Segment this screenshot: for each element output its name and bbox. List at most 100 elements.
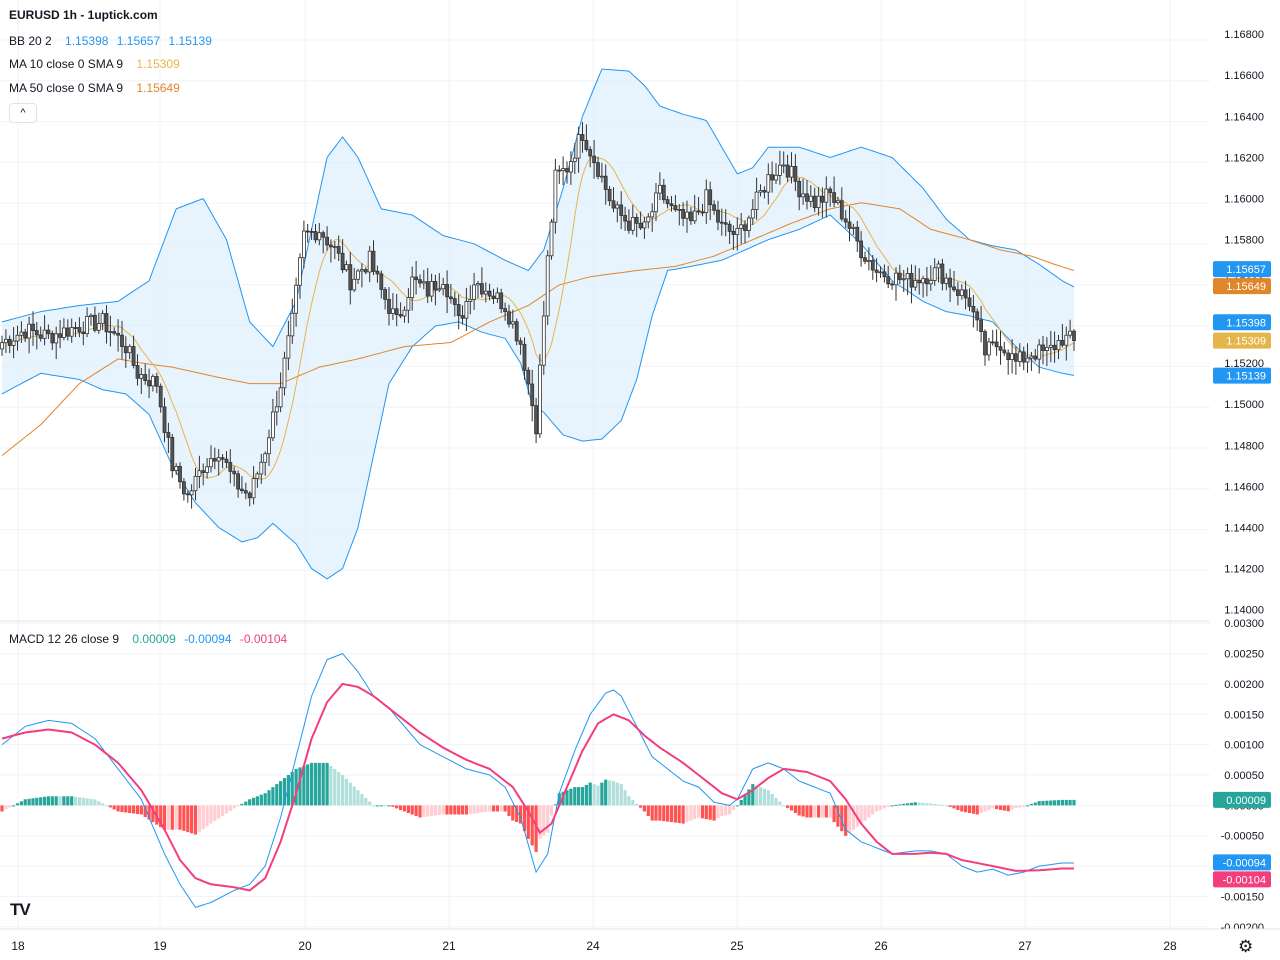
candle: [646, 216, 651, 223]
macd-hist-bar: [906, 803, 910, 806]
candle: [1072, 330, 1076, 342]
candle: [239, 488, 244, 492]
macd-hist-bar: [673, 805, 677, 823]
macd-hist-bar: [782, 805, 786, 807]
candles: [0, 122, 1076, 509]
macd-hist-bar: [840, 805, 844, 832]
candle: [774, 174, 778, 181]
macd-hist-bar: [573, 787, 577, 806]
candle: [220, 457, 225, 460]
macd-hist-bar: [464, 805, 468, 815]
macd-hist-bar: [85, 798, 89, 806]
macd-hist-bar: [929, 803, 933, 806]
macd-hist-bar: [333, 768, 337, 806]
candle: [425, 281, 430, 297]
candle: [38, 334, 43, 339]
macd-tag-bg: [1213, 791, 1271, 808]
candle: [383, 289, 388, 300]
candle: [332, 246, 337, 248]
candle: [406, 297, 411, 311]
ma10-legend[interactable]: MA 10 close 0 SMA 9 1.15309: [9, 56, 185, 72]
candle: [421, 281, 426, 284]
candle: [747, 217, 751, 232]
candle: [54, 333, 59, 344]
macd-hist-bar: [925, 803, 929, 806]
macd-hist-bar: [1041, 800, 1045, 806]
macd-legend[interactable]: MACD 12 26 close 9 0.00009 -0.00094 -0.0…: [9, 631, 292, 647]
macd-hist-bar: [399, 805, 403, 810]
candle: [754, 191, 759, 210]
macd-tick-label: -0.00150: [1221, 891, 1264, 903]
macd-hist-bar: [851, 805, 855, 830]
candle: [429, 280, 434, 297]
gear-icon[interactable]: ⚙: [1238, 937, 1254, 956]
candle: [348, 264, 353, 291]
macd-hist-bar: [584, 784, 588, 806]
macd-hist-bar: [290, 772, 294, 806]
candle: [719, 221, 724, 224]
bb-legend[interactable]: BB 20 2 1.15398 1.15657 1.15139: [9, 33, 217, 49]
candle: [418, 279, 422, 284]
macd-hist-bar: [519, 805, 523, 824]
macd-hist-bar: [886, 805, 890, 807]
macd-hist-bar: [546, 805, 550, 833]
candle: [112, 331, 117, 334]
ma50-legend[interactable]: MA 50 close 0 SMA 9 1.15649: [9, 80, 185, 96]
macd-hist-bar: [279, 781, 283, 806]
candle: [464, 301, 469, 319]
macd-hist-bar: [294, 768, 298, 806]
candle: [1068, 330, 1072, 336]
candle: [534, 405, 538, 435]
macd-hist-bar: [170, 805, 174, 830]
candle: [267, 437, 271, 455]
macd-hist-bar: [190, 805, 194, 834]
macd-hist-bar: [716, 805, 720, 819]
macd-hist-bar: [847, 805, 852, 833]
time-tick-label: 20: [298, 939, 312, 953]
candle: [247, 492, 252, 499]
macd-hist-bar: [348, 782, 352, 806]
macd-hist-bar: [611, 781, 616, 806]
macd-hist-bar: [669, 805, 674, 823]
candle: [588, 149, 593, 157]
macd-hist-bar: [213, 805, 217, 822]
candle: [661, 184, 666, 201]
candle: [294, 284, 299, 314]
macd-hist-bar: [646, 805, 650, 816]
macd-hist-bar: [437, 805, 441, 815]
candle: [352, 278, 357, 291]
candle: [278, 387, 283, 408]
macd-hist-bar: [967, 805, 972, 813]
macd-hist-bar: [933, 804, 937, 806]
chevron-up-icon[interactable]: ^: [9, 103, 37, 123]
macd-hist-bar: [124, 805, 128, 813]
macd-hist-bar: [809, 805, 813, 818]
price-tag: 1.15139: [1226, 371, 1266, 383]
macd-hist-bar: [116, 805, 120, 812]
macd-hist-bar: [209, 805, 213, 824]
macd-hist-bar: [778, 801, 782, 806]
macd-hist-bar: [824, 805, 828, 818]
candle: [731, 230, 736, 235]
tradingview-logo[interactable]: TV: [10, 900, 31, 919]
macd-hist-bar: [867, 805, 871, 818]
price-tag: 1.15398: [1226, 317, 1266, 329]
candle: [290, 312, 295, 337]
macd-hist-bar: [480, 805, 484, 813]
candle: [27, 323, 32, 339]
macd-hist-bar: [596, 785, 600, 806]
macd-hist-bar: [371, 805, 376, 807]
candle: [7, 338, 12, 346]
macd-signal-value: -0.00104: [239, 632, 288, 646]
time-tick-label: 19: [153, 939, 167, 953]
candle: [147, 380, 152, 387]
candle: [630, 216, 635, 231]
macd-hist-bar: [998, 805, 1003, 810]
macd-hist-bar: [658, 805, 662, 821]
macd-hist-bar: [793, 805, 797, 813]
macd-hist-bar: [708, 805, 712, 820]
macd-hist-bar: [310, 762, 314, 806]
candle: [514, 321, 519, 342]
candle: [495, 292, 500, 299]
